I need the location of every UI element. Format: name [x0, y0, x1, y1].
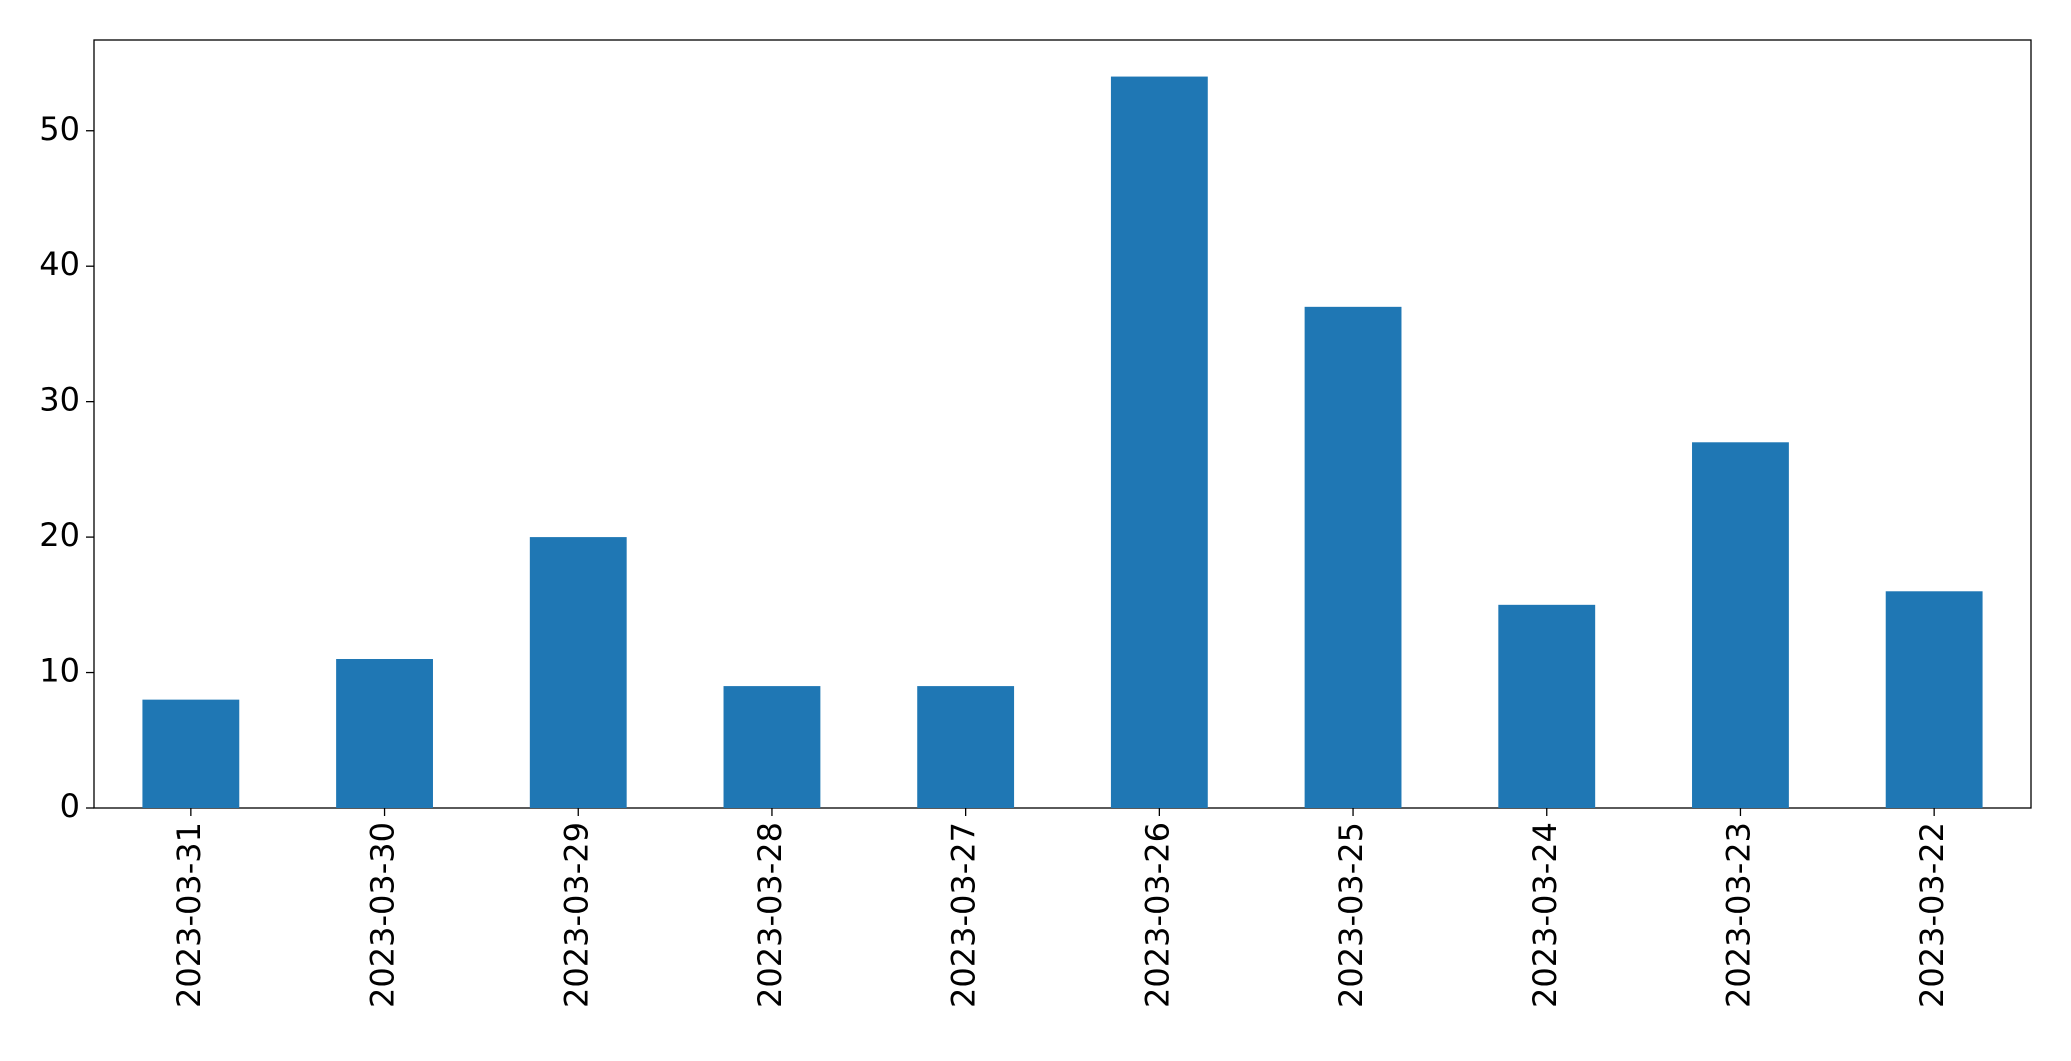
x-tick-label: 2023-03-29	[557, 822, 595, 1008]
x-tick-label: 2023-03-22	[1913, 822, 1951, 1008]
bar	[142, 699, 240, 808]
x-tick-label: 2023-03-28	[751, 822, 789, 1008]
plot-frame	[93, 39, 2032, 809]
x-tick-label: 2023-03-23	[1719, 822, 1757, 1008]
y-tick-label: 30	[39, 381, 80, 419]
x-tick-label: 2023-03-31	[170, 822, 208, 1008]
bar	[1692, 442, 1789, 808]
bar	[336, 659, 433, 808]
bar	[1110, 76, 1208, 809]
x-tick-label: 2023-03-24	[1526, 822, 1564, 1008]
y-tick-label: 40	[39, 245, 80, 283]
bar	[1304, 306, 1402, 808]
x-tick-label: 2023-03-25	[1332, 822, 1370, 1008]
y-tick-label: 10	[39, 652, 80, 690]
bar	[723, 686, 821, 808]
bar	[917, 686, 1015, 808]
y-tick-label: 50	[39, 110, 80, 148]
y-tick-label: 0	[60, 787, 80, 825]
bar	[1885, 591, 1983, 808]
y-tick-label: 20	[39, 516, 80, 554]
bar	[1498, 604, 1596, 808]
x-tick-label: 2023-03-27	[945, 822, 983, 1008]
x-tick-label: 2023-03-30	[364, 822, 402, 1008]
x-tick-label: 2023-03-26	[1138, 822, 1176, 1008]
bar	[529, 537, 627, 808]
